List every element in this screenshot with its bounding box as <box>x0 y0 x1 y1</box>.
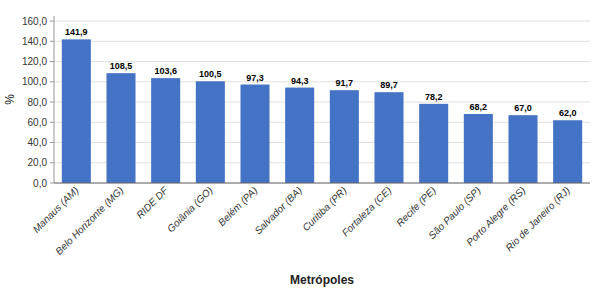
grid-line <box>54 41 590 42</box>
x-tick-label: Belo Horizonte (MG) <box>53 185 125 257</box>
bar <box>151 78 180 183</box>
grid-line <box>54 21 590 22</box>
y-tick <box>50 41 54 42</box>
y-axis-title: % <box>3 94 17 105</box>
data-label: 78,2 <box>425 92 443 102</box>
y-tick <box>50 21 54 22</box>
y-tick <box>50 102 54 103</box>
y-tick-label: 140,0 <box>22 36 47 47</box>
y-tick <box>50 122 54 123</box>
y-tick-label: 0,0 <box>33 178 47 189</box>
x-tick-label: Goiânia (GO) <box>165 185 215 235</box>
bar <box>464 114 493 183</box>
data-label: 94,3 <box>291 76 309 86</box>
data-label: 108,5 <box>110 61 133 71</box>
data-label: 62,0 <box>559 108 577 118</box>
bar <box>285 88 314 183</box>
x-tick-label: Belém (PA) <box>216 185 259 228</box>
y-tick <box>50 61 54 62</box>
bar <box>508 115 537 183</box>
x-tick-label: Recife (PE) <box>394 185 438 229</box>
x-tick-label: Rio de Janeiro (RJ) <box>503 185 572 254</box>
x-tick-label: Manaus (AM) <box>31 185 81 235</box>
data-label: 141,9 <box>65 27 88 37</box>
chart: 0,0 20,0 40,0 60,0 80,0 100,0 120,0 140,0 160,0 1… <box>0 0 602 291</box>
data-label: 67,0 <box>514 103 532 113</box>
x-axis-title: Metrópoles <box>290 273 354 287</box>
data-label: 97,3 <box>246 73 264 83</box>
x-tick-label: Fortaleza (CE) <box>340 185 394 239</box>
x-axis: Manaus (AM)Belo Horizonte (MG)RIDE DFGoi… <box>31 184 573 257</box>
grid <box>54 21 590 183</box>
x-tick-label: Curitiba (PR) <box>300 185 349 234</box>
bar <box>62 39 91 183</box>
data-label: 91,7 <box>336 78 354 88</box>
data-label: 100,5 <box>199 69 222 79</box>
bar <box>240 85 269 183</box>
y-tick-label: 120,0 <box>22 56 47 67</box>
data-label: 68,2 <box>470 102 488 112</box>
y-axis: 0,0 20,0 40,0 60,0 80,0 100,0 120,0 140,0 160,0 <box>22 16 54 189</box>
data-label: 89,7 <box>380 80 398 90</box>
y-tick-label: 100,0 <box>22 76 47 87</box>
bar <box>419 104 448 183</box>
grid-line <box>54 183 590 184</box>
y-axis-line <box>54 16 55 183</box>
data-labels: 141,9 108,5 103,6 100,5 97,3 94,3 91,7 89,7 78,2… <box>65 27 576 118</box>
bars <box>62 39 582 183</box>
y-tick-label: 60,0 <box>28 117 48 128</box>
x-tick-label: RIDE DF <box>134 184 171 221</box>
y-tick <box>50 142 54 143</box>
bar <box>196 81 225 183</box>
bar <box>106 73 135 183</box>
x-axis-line <box>54 183 590 184</box>
y-tick <box>50 183 54 184</box>
y-tick-label: 160,0 <box>22 16 47 27</box>
y-tick <box>50 81 54 82</box>
y-tick-label: 20,0 <box>28 157 48 168</box>
data-label: 103,6 <box>154 66 177 76</box>
grid-line <box>54 61 590 62</box>
y-tick <box>50 162 54 163</box>
bar <box>374 92 403 183</box>
x-tick-label: Salvador (BA) <box>252 185 304 237</box>
y-tick-label: 40,0 <box>28 137 48 148</box>
bar <box>330 90 359 183</box>
bar <box>553 120 582 183</box>
y-tick-label: 80,0 <box>28 97 48 108</box>
